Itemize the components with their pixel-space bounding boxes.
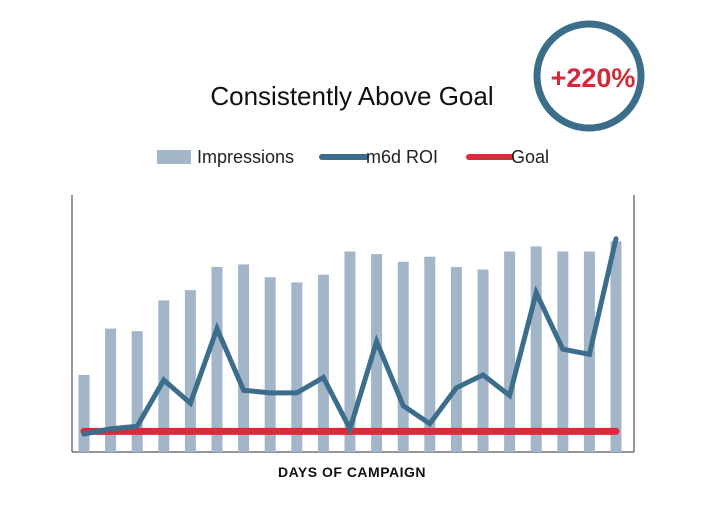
roi-line (81, 236, 619, 437)
impressions-bar (317, 274, 329, 452)
impressions-bar (557, 251, 569, 452)
impressions-bar (264, 277, 276, 452)
impressions-bar (477, 269, 489, 452)
x-axis-label: DAYS OF CAMPAIGN (278, 464, 426, 480)
impressions-bar (344, 251, 356, 452)
impressions-bar (610, 241, 622, 452)
legend-label-goal: Goal (511, 147, 549, 167)
impressions-bar (238, 264, 250, 452)
impressions-bar (131, 331, 143, 452)
badge-ring (533, 20, 645, 132)
impressions-bar (211, 267, 223, 452)
impressions-bar (78, 374, 90, 452)
impressions-bar (397, 261, 409, 452)
impressions-bar (158, 300, 170, 452)
impressions-bar (105, 328, 117, 452)
badge-text: +220% (551, 63, 636, 93)
series-lines (80, 236, 620, 437)
impressions-bar (184, 290, 196, 452)
legend-label-m6d-roi: m6d ROI (366, 147, 438, 167)
chart-title: Consistently Above Goal (210, 81, 493, 111)
impressions-bar (424, 256, 436, 452)
impressions-bar (371, 254, 383, 452)
legend-label-impressions: Impressions (197, 147, 294, 167)
percent-badge: +220% (533, 20, 645, 132)
impressions-bar (291, 282, 303, 452)
impressions-bar (504, 251, 516, 452)
impressions-bar (530, 246, 542, 452)
legend-swatch-impressions (157, 150, 191, 164)
legend: Impressions m6d ROI Goal (157, 147, 549, 167)
impressions-bar (450, 267, 462, 452)
